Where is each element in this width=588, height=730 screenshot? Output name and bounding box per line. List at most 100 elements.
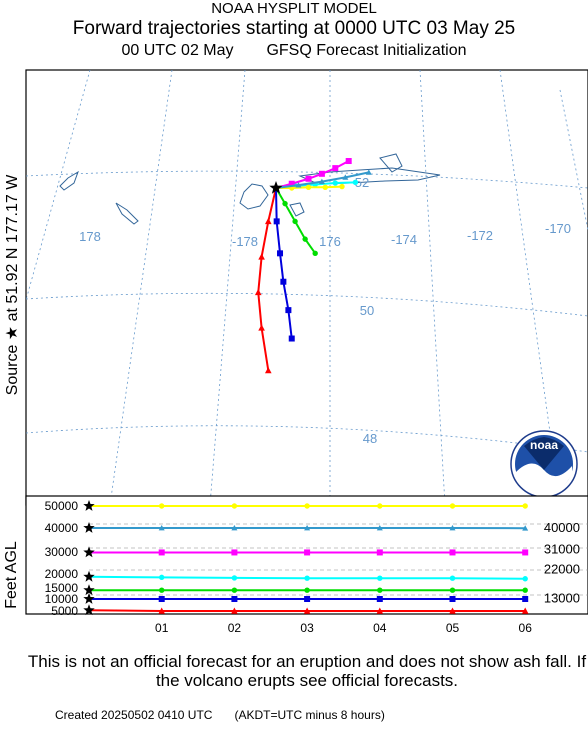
altitude-start-star-icon xyxy=(83,593,95,604)
release-height-label: 40000 xyxy=(544,520,580,535)
altitude-blue-point xyxy=(522,596,529,602)
latitude-label: 50 xyxy=(360,303,374,318)
altitude-red-point xyxy=(231,607,238,614)
altitude-red-point xyxy=(158,607,165,614)
altitude-cyan-point xyxy=(449,575,456,581)
logo-text: noaa xyxy=(530,438,558,452)
created-timestamp: Created 20250502 0410 UTC xyxy=(55,708,213,722)
trajectory-magenta-point xyxy=(332,165,339,172)
altitude-magenta-point xyxy=(376,549,383,556)
header-line-3: 00 UTC 02 May GFSQ Forecast Initializati… xyxy=(0,42,588,60)
header-model-label: GFSQ Forecast Initialization xyxy=(266,42,467,59)
source-star-icon xyxy=(269,181,283,194)
release-height-label: 31000 xyxy=(544,542,580,557)
altitude-green-point xyxy=(304,587,310,593)
trajectory-magenta-point xyxy=(318,170,325,177)
altitude-cyan-point xyxy=(304,575,310,581)
logo-bird xyxy=(524,437,564,470)
trajectory-steelblue-point xyxy=(365,169,372,175)
trajectory-green-point xyxy=(312,250,318,257)
altitude-series xyxy=(83,500,529,616)
header-init-date: 00 UTC 02 May xyxy=(121,42,234,59)
altitude-cyan-point xyxy=(522,576,528,582)
time-tick-label: 03 xyxy=(300,621,314,635)
altitude-yellow-point xyxy=(449,503,456,509)
altitude-steelblue-point xyxy=(304,525,311,531)
trajectory-blue xyxy=(275,187,293,339)
trajectory-blue-point xyxy=(280,278,287,285)
altitude-yellow-point xyxy=(377,503,383,509)
altitude-tick-label: 20000 xyxy=(45,567,79,581)
altitude-steelblue-point xyxy=(376,525,383,531)
longitude-gridline xyxy=(559,89,588,231)
release-height-label: 22000 xyxy=(544,562,580,577)
time-tick-label: 01 xyxy=(155,621,169,635)
longitude-label: 178 xyxy=(79,229,101,244)
altitude-cyan-point xyxy=(231,575,238,581)
footer: Created 20250502 0410 UTC (AKDT=UTC minus… xyxy=(55,708,385,722)
trajectory-cyan-point xyxy=(352,179,359,186)
trajectory-magenta-point xyxy=(288,180,295,187)
altitude-magenta-point xyxy=(522,549,529,556)
latitude-label: 48 xyxy=(363,431,377,446)
altitude-steelblue-point xyxy=(522,525,529,531)
latitude-gridline xyxy=(25,292,588,317)
altitude-yellow-point xyxy=(159,503,165,509)
noaa-logo-icon: noaa xyxy=(510,430,578,498)
altitude-yellow-point xyxy=(304,503,310,509)
time-tick-label: 05 xyxy=(446,621,460,635)
trajectory-steelblue-point xyxy=(318,178,325,185)
longitude-label: 176 xyxy=(319,234,341,249)
time-tick-label: 06 xyxy=(519,621,533,635)
altitude-start-star-icon xyxy=(83,546,95,558)
altitude-green-point xyxy=(377,587,383,593)
chart-title: Forward trajectories starting at 0000 UT… xyxy=(72,18,516,39)
altitude-axis-label-text: Feet AGL xyxy=(3,541,20,609)
altitude-frame: 01 02 03 04 05 06 50000 40000 30000 2000015000100… xyxy=(25,495,588,635)
island-outline xyxy=(59,170,79,191)
island-outline xyxy=(379,153,403,173)
trajectory-blue-point xyxy=(285,307,292,314)
altitude-blue-point xyxy=(376,596,383,602)
longitude-gridline xyxy=(109,69,173,506)
trajectory-steelblue-point xyxy=(342,174,349,180)
logo-wave xyxy=(516,463,572,495)
trajectory-red xyxy=(257,187,277,371)
altitude-yellow-point xyxy=(231,503,238,509)
latitude-gridline xyxy=(25,170,588,189)
altitude-magenta-point xyxy=(158,549,165,556)
altitude-start-star-icon xyxy=(83,604,95,616)
trajectory-green-point xyxy=(302,236,308,242)
altitude-magenta-point xyxy=(231,549,238,556)
timezone-note: (AKDT=UTC minus 8 hours) xyxy=(234,708,385,722)
trajectory-red-point xyxy=(258,253,265,260)
island-outline xyxy=(239,183,269,210)
map-series xyxy=(254,158,372,374)
trajectory-magenta-point xyxy=(345,158,352,165)
altitude-green-point xyxy=(231,587,238,593)
time-tick-label: 02 xyxy=(228,621,242,635)
time-tick-label: 04 xyxy=(373,621,387,635)
altitude-tick-label: 30000 xyxy=(45,545,79,559)
trajectory-blue-point xyxy=(273,218,280,225)
altitude-blue-point xyxy=(304,596,311,602)
island-outline xyxy=(289,202,305,217)
trajectory-green-point xyxy=(292,218,298,225)
trajectory-red-point xyxy=(264,217,272,225)
altitude-steelblue-point xyxy=(449,525,456,531)
altitude-tick-label: 40000 xyxy=(45,521,79,535)
altitude-blue-point xyxy=(158,596,165,602)
altitude-start-star-icon xyxy=(83,584,95,596)
longitude-label: -178 xyxy=(232,234,258,249)
longitude-label: -172 xyxy=(467,228,493,243)
latitude-gridline xyxy=(25,425,588,453)
altitude-red-point xyxy=(521,607,529,614)
altitude-tick-label: 10000 xyxy=(45,592,79,606)
altitude-blue-point xyxy=(449,596,456,602)
trajectory-blue-point xyxy=(288,335,295,342)
altitude-start-star-icon xyxy=(83,500,95,511)
altitude-steelblue-point xyxy=(231,525,238,531)
trajectory-steelblue-point xyxy=(295,182,302,188)
trajectory-yellow-point xyxy=(339,183,345,190)
trajectory-blue-point xyxy=(277,250,284,257)
